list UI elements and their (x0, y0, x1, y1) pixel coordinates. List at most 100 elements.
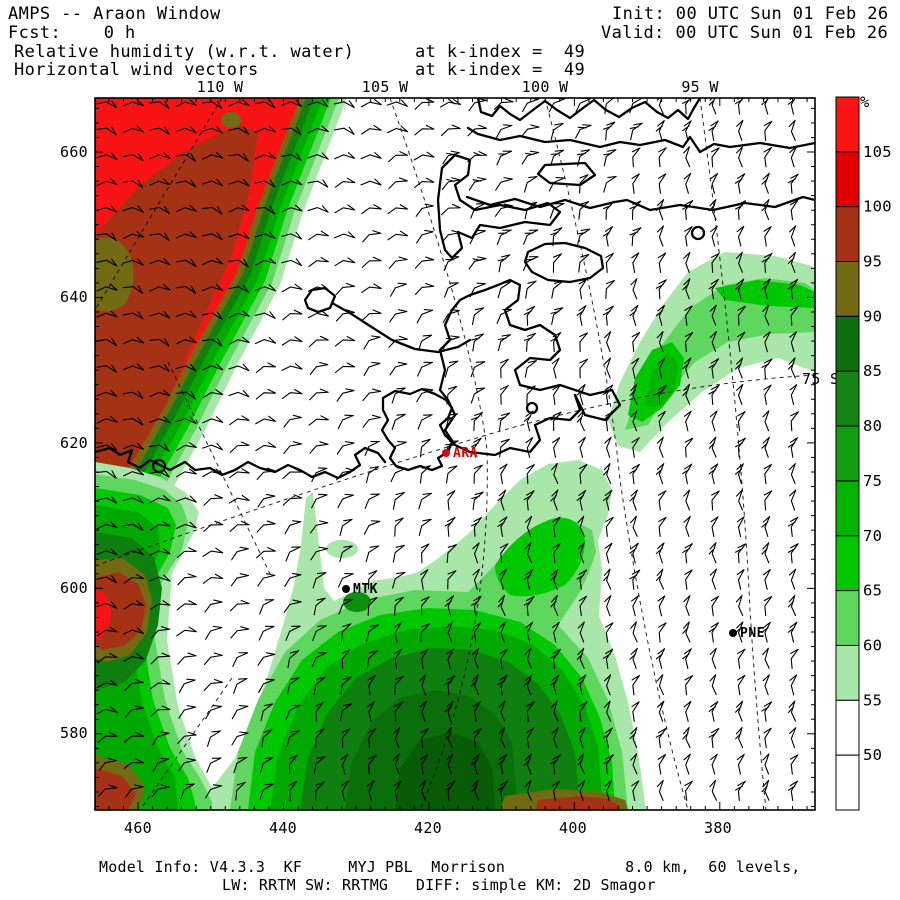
wind-barb (579, 358, 589, 379)
wind-barb (386, 125, 409, 134)
wind-barb (523, 332, 537, 352)
wind-barb (497, 334, 512, 352)
wind-barb (281, 388, 303, 400)
wind-barb (254, 311, 276, 319)
wind-barb (228, 99, 250, 107)
wind-barb (656, 436, 664, 458)
wind-barb (202, 363, 224, 371)
colorbar-tick-label: 55 (863, 691, 882, 709)
wind-barb (122, 417, 144, 426)
wind-barb (420, 623, 431, 643)
wind-barb (420, 596, 430, 617)
wind-barb (202, 547, 224, 557)
wind-barb (336, 467, 355, 481)
wind-barb (258, 625, 275, 641)
wind-barb (655, 463, 665, 485)
wind-barb (175, 179, 197, 188)
wind-barb (469, 282, 486, 298)
wind-barb (149, 258, 171, 266)
wind-barb (96, 100, 118, 109)
wind-barb (419, 779, 427, 801)
wind-barb (313, 597, 326, 616)
wind-barb (711, 252, 720, 273)
wind-barb (656, 330, 664, 353)
wind-barb (710, 172, 719, 194)
wind-barb (97, 731, 118, 743)
wind-barb (604, 595, 612, 617)
wind-barb (228, 336, 250, 345)
colorbar-tick-label: 60 (863, 636, 882, 654)
wind-barb (417, 414, 433, 430)
wind-barb (603, 175, 617, 193)
wind-barb (334, 231, 356, 239)
wind-barb (260, 703, 274, 721)
wind-barb (149, 469, 170, 478)
meridian-100w (544, 98, 689, 810)
wind-barb (442, 309, 460, 324)
wind-barb (603, 200, 615, 220)
wind-barb (525, 280, 537, 299)
wind-barb (367, 596, 378, 616)
wind-barb (256, 467, 276, 480)
wind-barb (231, 546, 249, 561)
wind-barb (550, 674, 560, 696)
wind-barb (334, 204, 356, 214)
wind-barb (576, 305, 587, 326)
wind-barb (98, 784, 118, 797)
wind-barb (708, 622, 720, 643)
wind-barb (365, 545, 380, 563)
wind-barb (736, 146, 744, 168)
wind-barb (414, 256, 435, 269)
wind-barb (228, 310, 250, 319)
wind-barb (790, 411, 799, 432)
wind-barb (472, 542, 480, 564)
wind-barb (470, 361, 486, 378)
wind-barb (360, 152, 382, 160)
wind-barb (787, 700, 797, 722)
wind-barb (416, 229, 434, 244)
wind-barb (761, 172, 770, 194)
wind-barb (96, 443, 118, 451)
wind-barb (414, 124, 435, 136)
latitude-label-75s: 75 S (802, 370, 839, 388)
colorbar-segment (835, 754, 860, 811)
wind-barb (550, 227, 563, 247)
wind-barb (334, 336, 356, 347)
wind-barb (311, 493, 328, 509)
wind-barb (178, 757, 197, 772)
wind-barb (420, 648, 429, 670)
level-annotation-2: at k-index = 49 (415, 60, 585, 80)
wind-barb (307, 179, 329, 188)
wind-barb (468, 177, 487, 191)
wind-barb (235, 781, 246, 801)
wind-barb (259, 756, 274, 774)
wind-barb (285, 704, 301, 721)
station-label-mtk: MTK (353, 582, 378, 597)
wind-barb (363, 520, 381, 535)
wind-barb (307, 283, 329, 292)
wind-barb (389, 309, 408, 323)
wind-barb (526, 464, 535, 485)
wind-barb (657, 357, 666, 379)
wind-barb (708, 701, 719, 722)
wind-barb (441, 177, 461, 191)
wind-barb (254, 100, 276, 109)
colorbar-segment (835, 370, 860, 427)
wind-barb (283, 599, 302, 613)
wind-barb (122, 548, 144, 556)
wind-barb (468, 256, 487, 270)
wind-barb (180, 783, 195, 800)
wind-barb (550, 122, 564, 140)
wind-barb (254, 125, 277, 133)
wind-barb (734, 173, 746, 194)
wind-barb (282, 309, 303, 321)
wind-barb (96, 337, 117, 347)
wind-barb (709, 568, 717, 590)
meridian-110w (95, 98, 223, 311)
wind-barb (736, 753, 745, 775)
wind-barb (736, 383, 744, 405)
wind-barb (787, 437, 798, 458)
wind-barb (231, 705, 249, 720)
wind-barb (339, 545, 353, 563)
wind-barb (122, 522, 144, 531)
